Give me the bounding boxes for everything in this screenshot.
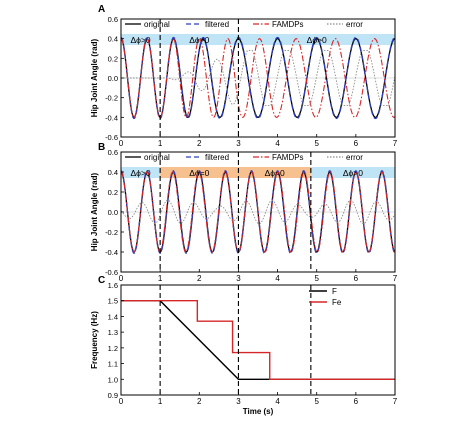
y-tick-label: 1.6 [108, 281, 118, 290]
series-error [120, 199, 396, 225]
y-tick-label: 0.6 [108, 148, 118, 157]
x-tick-label: 5 [314, 274, 319, 283]
legend-label: error [346, 20, 363, 29]
x-tick-label: 6 [354, 274, 359, 283]
y-tick-label: 0.6 [108, 15, 118, 24]
y-tick-label: 0.2 [108, 188, 118, 197]
panel-letter: B [98, 142, 105, 153]
x-tick-label: 5 [314, 139, 319, 148]
x-tick-label: 0 [119, 139, 124, 148]
legend-label: filtered [205, 20, 229, 29]
x-tick-label: 7 [393, 397, 398, 406]
x-tick-label: 3 [236, 397, 241, 406]
series-f [121, 300, 395, 380]
y-tick-label: 1.3 [108, 328, 118, 337]
phase-band [238, 34, 395, 45]
phase-band [121, 34, 161, 45]
x-tick-label: 0 [119, 274, 124, 283]
legend-label: filtered [205, 153, 229, 162]
x-tick-label: 1 [158, 397, 163, 406]
y-tick-label: -0.6 [105, 268, 118, 277]
x-tick-label: 2 [197, 139, 202, 148]
x-tick-label: 6 [354, 139, 359, 148]
y-tick-label: 1.5 [108, 297, 118, 306]
phase-label: Δϕ>0 [131, 168, 151, 178]
x-tick-label: 7 [393, 139, 398, 148]
y-tick-label: 0.4 [108, 35, 118, 44]
phase-band [238, 167, 311, 178]
legend-label: FAMDPs [272, 153, 304, 162]
y-tick-label: -0.2 [105, 228, 118, 237]
phase-label: Δϕ>0 [131, 35, 151, 45]
y-axis-label: Hip Joint Angle (rad) [90, 38, 99, 117]
x-tick-label: 4 [275, 274, 280, 283]
panel-a: A Δϕ>0 Δϕ>0 Δϕ>0 0 1 2 3 4 5 6 7 -0.6 -0.4 -0.2 0.0 0.2 0… [90, 4, 398, 148]
phase-band [310, 167, 395, 178]
legend-label: original [144, 20, 170, 29]
x-axis-label: Time (s) [243, 407, 274, 416]
y-tick-label: 0.4 [108, 168, 118, 177]
x-tick-label: 0 [119, 397, 124, 406]
y-tick-label: -0.4 [105, 113, 118, 122]
panel-letter: A [98, 4, 105, 15]
phase-band [160, 34, 239, 45]
x-tick-label: 1 [158, 139, 163, 148]
panel-c: C 0 1 2 3 4 5 6 7 0.9 1.0 1.1 1.2 1.3 1.4 1.5 1.6 Frequen… [90, 275, 398, 416]
phase-band [121, 167, 161, 178]
phase-label: Δϕ>0 [307, 35, 327, 45]
y-axis-label: Frequency (Hz) [90, 311, 99, 369]
y-tick-label: 0.0 [108, 208, 118, 217]
y-tick-label: 1.0 [108, 375, 118, 384]
x-tick-label: 6 [354, 397, 359, 406]
phase-label: Δϕ>0 [189, 35, 209, 45]
x-tick-label: 4 [275, 139, 280, 148]
x-tick-label: 1 [158, 274, 163, 283]
y-tick-label: -0.2 [105, 94, 118, 103]
x-tick-label: 3 [236, 274, 241, 283]
y-tick-label: 1.4 [108, 312, 118, 321]
axes-frame [120, 284, 396, 396]
x-tick-label: 4 [275, 397, 280, 406]
y-tick-label: -0.6 [105, 133, 118, 142]
y-tick-label: -0.4 [105, 248, 118, 257]
legend-label: error [346, 153, 363, 162]
phase-label: Δϕ>0 [343, 168, 363, 178]
x-tick-label: 7 [393, 274, 398, 283]
phase-label: Δϕ=0 [265, 168, 285, 178]
series-famdps [120, 171, 396, 253]
x-tick-label: 2 [197, 397, 202, 406]
x-tick-label: 3 [236, 139, 241, 148]
panel-b: BΔϕ>0 Δϕ=0 Δϕ=0 Δϕ>00 1 2 3 4 5 6 7-0.6-0.4-0.20.0… [90, 142, 398, 283]
panel-letter: C [98, 275, 105, 286]
y-tick-label: 0.2 [108, 54, 118, 63]
y-tick-label: 0.0 [108, 74, 118, 83]
y-tick-label: 1.1 [108, 360, 118, 369]
legend-label: FAMDPs [272, 20, 304, 29]
series-error [121, 50, 396, 106]
legend-label: original [144, 153, 170, 162]
y-tick-label: 0.9 [108, 391, 118, 400]
series-fe [121, 300, 395, 380]
y-axis-label: Hip Joint Angle (rad) [90, 172, 99, 251]
legend-label: F [332, 287, 337, 296]
x-tick-label: 5 [314, 397, 319, 406]
x-tick-label: 2 [197, 274, 202, 283]
legend-label: Fe [332, 298, 342, 307]
y-tick-label: 1.2 [108, 344, 118, 353]
